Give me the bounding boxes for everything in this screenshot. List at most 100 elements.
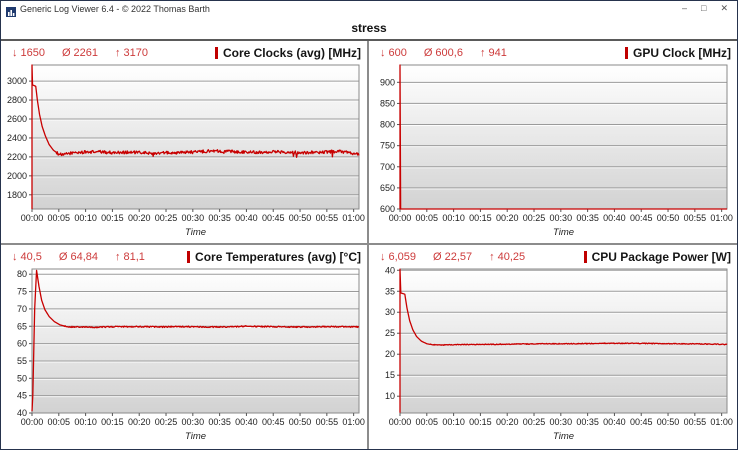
svg-text:00:35: 00:35 (208, 213, 231, 223)
average-icon: Ø (58, 250, 68, 263)
svg-text:00:00: 00:00 (389, 417, 412, 427)
stat-max: ↑ 81,1 (115, 251, 145, 263)
window-title: Generic Log Viewer 6.4 - © 2022 Thomas B… (20, 3, 210, 14)
svg-text:00:30: 00:30 (182, 417, 205, 427)
svg-text:00:40: 00:40 (603, 213, 626, 223)
svg-text:3000: 3000 (7, 76, 27, 86)
stat-min: ↓ 40,5 (12, 251, 42, 263)
chart-title: GPU Clock [MHz] (624, 46, 731, 60)
svg-text:00:00: 00:00 (21, 417, 44, 427)
svg-text:40: 40 (385, 265, 395, 275)
svg-text:00:30: 00:30 (182, 213, 205, 223)
svg-text:00:20: 00:20 (128, 417, 151, 427)
svg-text:Time: Time (553, 431, 574, 442)
svg-text:00:30: 00:30 (550, 213, 573, 223)
svg-text:00:35: 00:35 (576, 213, 599, 223)
svg-text:75: 75 (17, 287, 27, 297)
app-icon (6, 4, 16, 17)
stat-min-value: 6,059 (388, 250, 417, 263)
svg-text:00:55: 00:55 (684, 213, 707, 223)
stat-min: ↓ 1650 (12, 47, 45, 59)
svg-text:20: 20 (385, 349, 395, 359)
panel-header: ↓ 6,059 Ø 22,57 ↑ 40,25 CPU Package Power [… (371, 248, 735, 265)
svg-text:2400: 2400 (7, 133, 27, 143)
svg-text:700: 700 (380, 162, 395, 172)
svg-text:00:45: 00:45 (630, 417, 653, 427)
svg-text:00:05: 00:05 (48, 417, 71, 427)
log-title: stress (1, 16, 737, 41)
chart-title: Core Temperatures (avg) [°C] (187, 250, 361, 264)
svg-text:600: 600 (380, 204, 395, 214)
svg-text:00:00: 00:00 (389, 213, 412, 223)
svg-text:00:25: 00:25 (155, 213, 178, 223)
svg-text:00:40: 00:40 (235, 417, 258, 427)
arrow-down-icon: ↓ (380, 250, 386, 263)
arrow-down-icon: ↓ (380, 46, 386, 59)
stat-max: ↑ 40,25 (489, 251, 525, 263)
stat-max: ↑ 3170 (115, 47, 148, 59)
svg-text:00:25: 00:25 (155, 417, 178, 427)
minimize-button[interactable]: – (682, 3, 688, 13)
svg-text:00:50: 00:50 (289, 213, 312, 223)
chart-stats: ↓ 600 Ø 600,6 ↑ 941 (380, 47, 507, 59)
svg-text:00:55: 00:55 (316, 417, 339, 427)
svg-text:00:05: 00:05 (48, 213, 71, 223)
panel-header: ↓ 600 Ø 600,6 ↑ 941 GPU Clock [MHz] (371, 44, 735, 61)
svg-text:00:25: 00:25 (523, 417, 546, 427)
svg-text:50: 50 (17, 373, 27, 383)
svg-text:00:55: 00:55 (684, 417, 707, 427)
svg-text:850: 850 (380, 98, 395, 108)
arrow-down-icon: ↓ (12, 46, 18, 59)
red-marker-icon (583, 250, 587, 263)
svg-text:25: 25 (385, 328, 395, 338)
titlebar: Generic Log Viewer 6.4 - © 2022 Thomas B… (1, 1, 737, 17)
svg-text:00:35: 00:35 (576, 417, 599, 427)
chart-title: CPU Package Power [W] (583, 250, 731, 264)
chart-stats: ↓ 6,059 Ø 22,57 ↑ 40,25 (380, 251, 525, 263)
stat-min-value: 1650 (20, 46, 45, 59)
stat-max-value: 81,1 (123, 250, 145, 263)
stat-max: ↑ 941 (480, 47, 507, 59)
svg-text:65: 65 (17, 321, 27, 331)
stat-avg-value: 22,57 (444, 250, 473, 263)
stat-min-value: 40,5 (20, 250, 42, 263)
svg-text:2600: 2600 (7, 114, 27, 124)
stat-max-value: 40,25 (497, 250, 526, 263)
stat-avg: Ø 600,6 (424, 47, 463, 59)
panel-gpu-clock: ↓ 600 Ø 600,6 ↑ 941 GPU Clock [MHz] 600 650 7… (369, 41, 737, 245)
svg-text:00:15: 00:15 (469, 213, 492, 223)
arrow-up-icon: ↑ (479, 46, 486, 59)
svg-text:00:10: 00:10 (442, 417, 465, 427)
svg-text:00:20: 00:20 (496, 417, 519, 427)
arrow-up-icon: ↑ (115, 250, 121, 263)
svg-text:Time: Time (185, 431, 206, 442)
chart-title: Core Clocks (avg) [MHz] (214, 45, 361, 60)
svg-text:00:10: 00:10 (74, 417, 97, 427)
maximize-button[interactable]: □ (701, 3, 707, 13)
svg-text:00:40: 00:40 (235, 213, 258, 223)
svg-text:35: 35 (385, 286, 395, 296)
average-icon: Ø (423, 46, 433, 59)
svg-text:Time: Time (553, 227, 574, 238)
svg-text:00:45: 00:45 (262, 213, 285, 223)
svg-text:45: 45 (17, 391, 27, 401)
arrow-up-icon: ↑ (489, 250, 495, 263)
panel-header: ↓ 1650 Ø 2261 ↑ 3170 Core Clocks (avg) [MHz… (3, 44, 365, 61)
panel-cpu-package-power: ↓ 6,059 Ø 22,57 ↑ 40,25 CPU Package Power [… (369, 245, 737, 449)
chart-stats: ↓ 1650 Ø 2261 ↑ 3170 (12, 47, 148, 59)
svg-text:00:10: 00:10 (442, 213, 465, 223)
svg-text:01:00: 01:00 (710, 213, 733, 223)
close-button[interactable]: ✕ (720, 3, 728, 13)
chart-title-text: Core Clocks (avg) [MHz] (222, 45, 361, 60)
arrow-down-icon: ↓ (12, 250, 18, 263)
svg-text:01:00: 01:00 (342, 417, 365, 427)
svg-text:00:25: 00:25 (523, 213, 546, 223)
svg-text:00:05: 00:05 (416, 213, 439, 223)
svg-text:00:15: 00:15 (101, 417, 124, 427)
cpu-package-power-chart: 10 15 20 25 30 35 40 00:00 00:05 00:10 00:15 00:20 0… (385, 265, 733, 442)
svg-text:00:45: 00:45 (630, 213, 653, 223)
svg-text:00:35: 00:35 (208, 417, 231, 427)
svg-text:00:50: 00:50 (657, 213, 680, 223)
svg-text:00:20: 00:20 (496, 213, 519, 223)
